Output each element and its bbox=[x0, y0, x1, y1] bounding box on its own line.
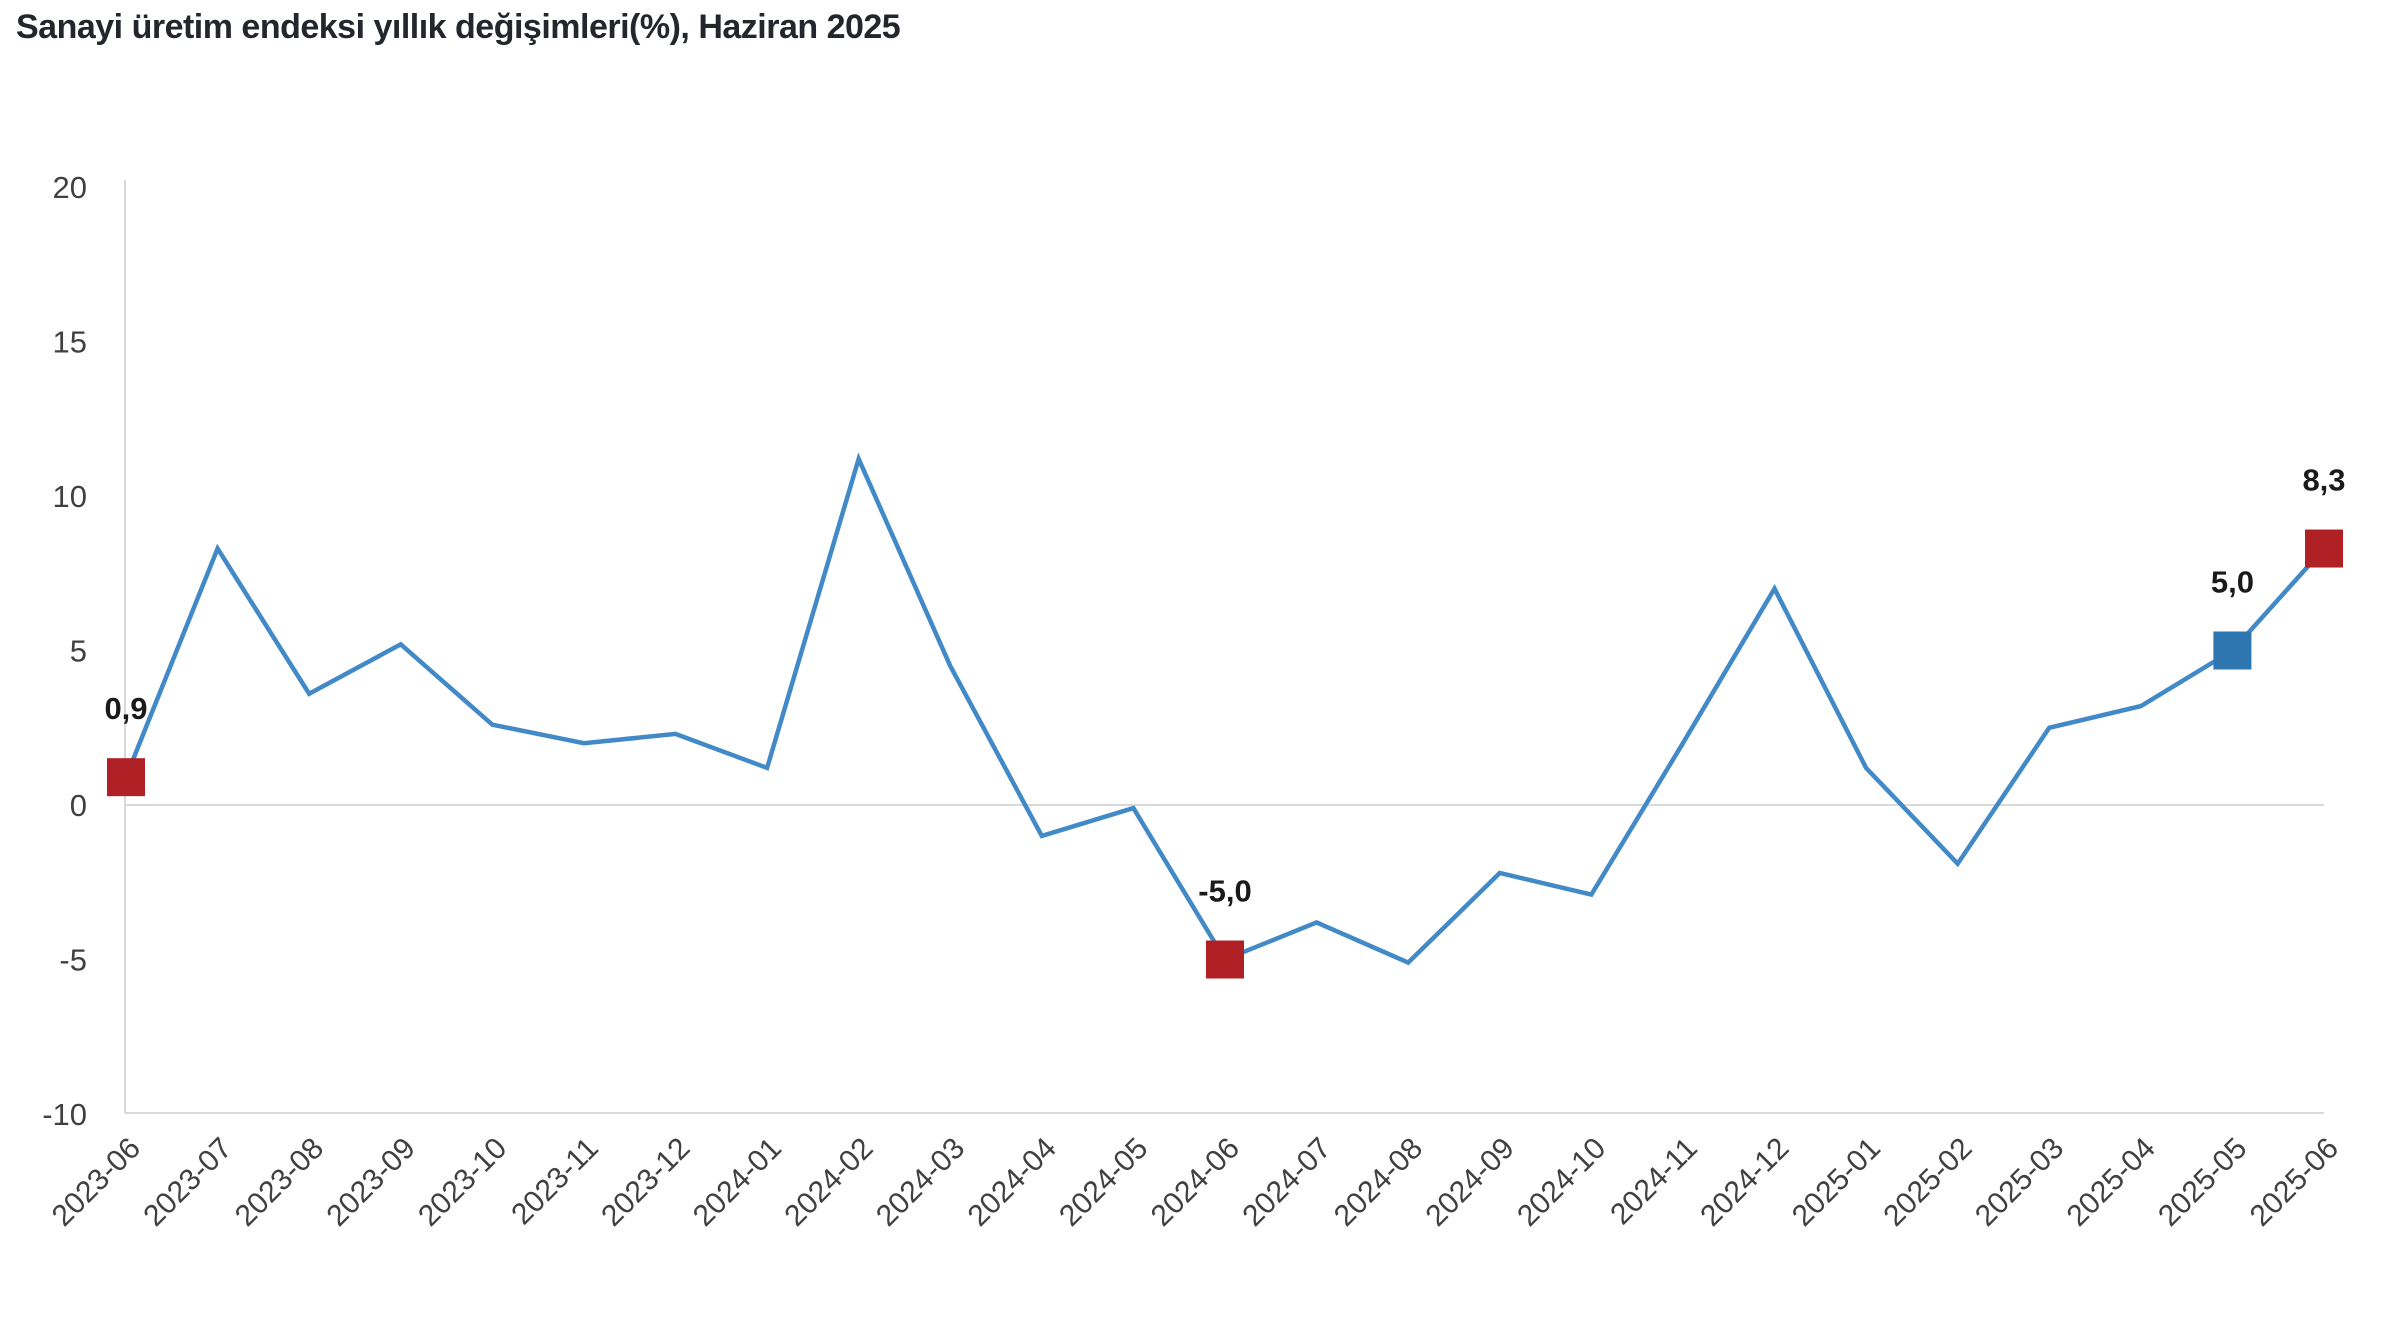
data-point-label-2025-06: 8,3 bbox=[2302, 463, 2345, 498]
y-axis-tick-label: -5 bbox=[59, 943, 87, 978]
y-axis-tick-label: 5 bbox=[70, 634, 87, 669]
x-axis-tick-label: 2024-03 bbox=[870, 1132, 971, 1233]
chart-title: Sanayi üretim endeksi yıllık değişimleri… bbox=[16, 8, 901, 46]
y-axis-tick-label: 0 bbox=[70, 788, 87, 823]
x-axis-tick-label: 2025-04 bbox=[2061, 1132, 2162, 1233]
x-axis-tick-label: 2024-12 bbox=[1694, 1132, 1795, 1233]
data-point-label-2025-05: 5,0 bbox=[2211, 565, 2254, 600]
data-point-marker-2023-06[interactable] bbox=[107, 758, 145, 797]
x-axis-tick-label: 2024-11 bbox=[1604, 1132, 1704, 1232]
x-axis-tick-label: 2024-05 bbox=[1053, 1132, 1154, 1233]
x-axis-tick-label: 2025-06 bbox=[2244, 1132, 2345, 1233]
x-axis-tick-label: 2024-07 bbox=[1236, 1132, 1337, 1233]
x-axis-tick-label: 2024-04 bbox=[962, 1132, 1063, 1233]
x-axis-tick-label: 2025-02 bbox=[1877, 1132, 1978, 1233]
y-axis-tick-label: 15 bbox=[53, 325, 87, 360]
x-axis-tick-label: 2024-10 bbox=[1511, 1132, 1612, 1233]
x-axis-tick-label: 2024-06 bbox=[1145, 1132, 1246, 1233]
x-axis-tick-label: 2023-09 bbox=[321, 1132, 422, 1233]
x-axis-tick-label: 2023-12 bbox=[595, 1132, 696, 1233]
x-axis-tick-label: 2023-10 bbox=[412, 1132, 513, 1233]
x-axis-tick-label: 2024-08 bbox=[1328, 1132, 1429, 1233]
y-axis-tick-label: 20 bbox=[53, 170, 87, 205]
data-point-marker-2024-06[interactable] bbox=[1206, 940, 1244, 979]
x-axis-tick-label: 2023-08 bbox=[229, 1132, 330, 1233]
data-point-label-2024-06: -5,0 bbox=[1198, 874, 1251, 909]
y-axis-tick-label: 10 bbox=[53, 479, 87, 514]
x-axis-tick-label: 2024-01 bbox=[687, 1132, 788, 1233]
data-point-marker-2025-06[interactable] bbox=[2305, 529, 2343, 568]
data-point-marker-2025-05[interactable] bbox=[2213, 631, 2252, 670]
x-axis-tick-label: 2025-05 bbox=[2152, 1132, 2253, 1233]
data-point-label-2023-06: 0,9 bbox=[104, 691, 147, 726]
x-axis-tick-label: 2025-01 bbox=[1786, 1132, 1887, 1233]
x-axis-tick-label: 2024-02 bbox=[778, 1132, 879, 1233]
x-axis-tick-label: 2024-09 bbox=[1420, 1132, 1521, 1233]
x-axis-tick-label: 2023-06 bbox=[46, 1132, 147, 1233]
x-axis-tick-label: 2023-07 bbox=[137, 1132, 238, 1233]
x-axis-tick-label: 2025-03 bbox=[1969, 1132, 2070, 1233]
y-axis-tick-label: -10 bbox=[42, 1097, 87, 1132]
x-axis-tick-label: 2023-11 bbox=[505, 1132, 605, 1232]
